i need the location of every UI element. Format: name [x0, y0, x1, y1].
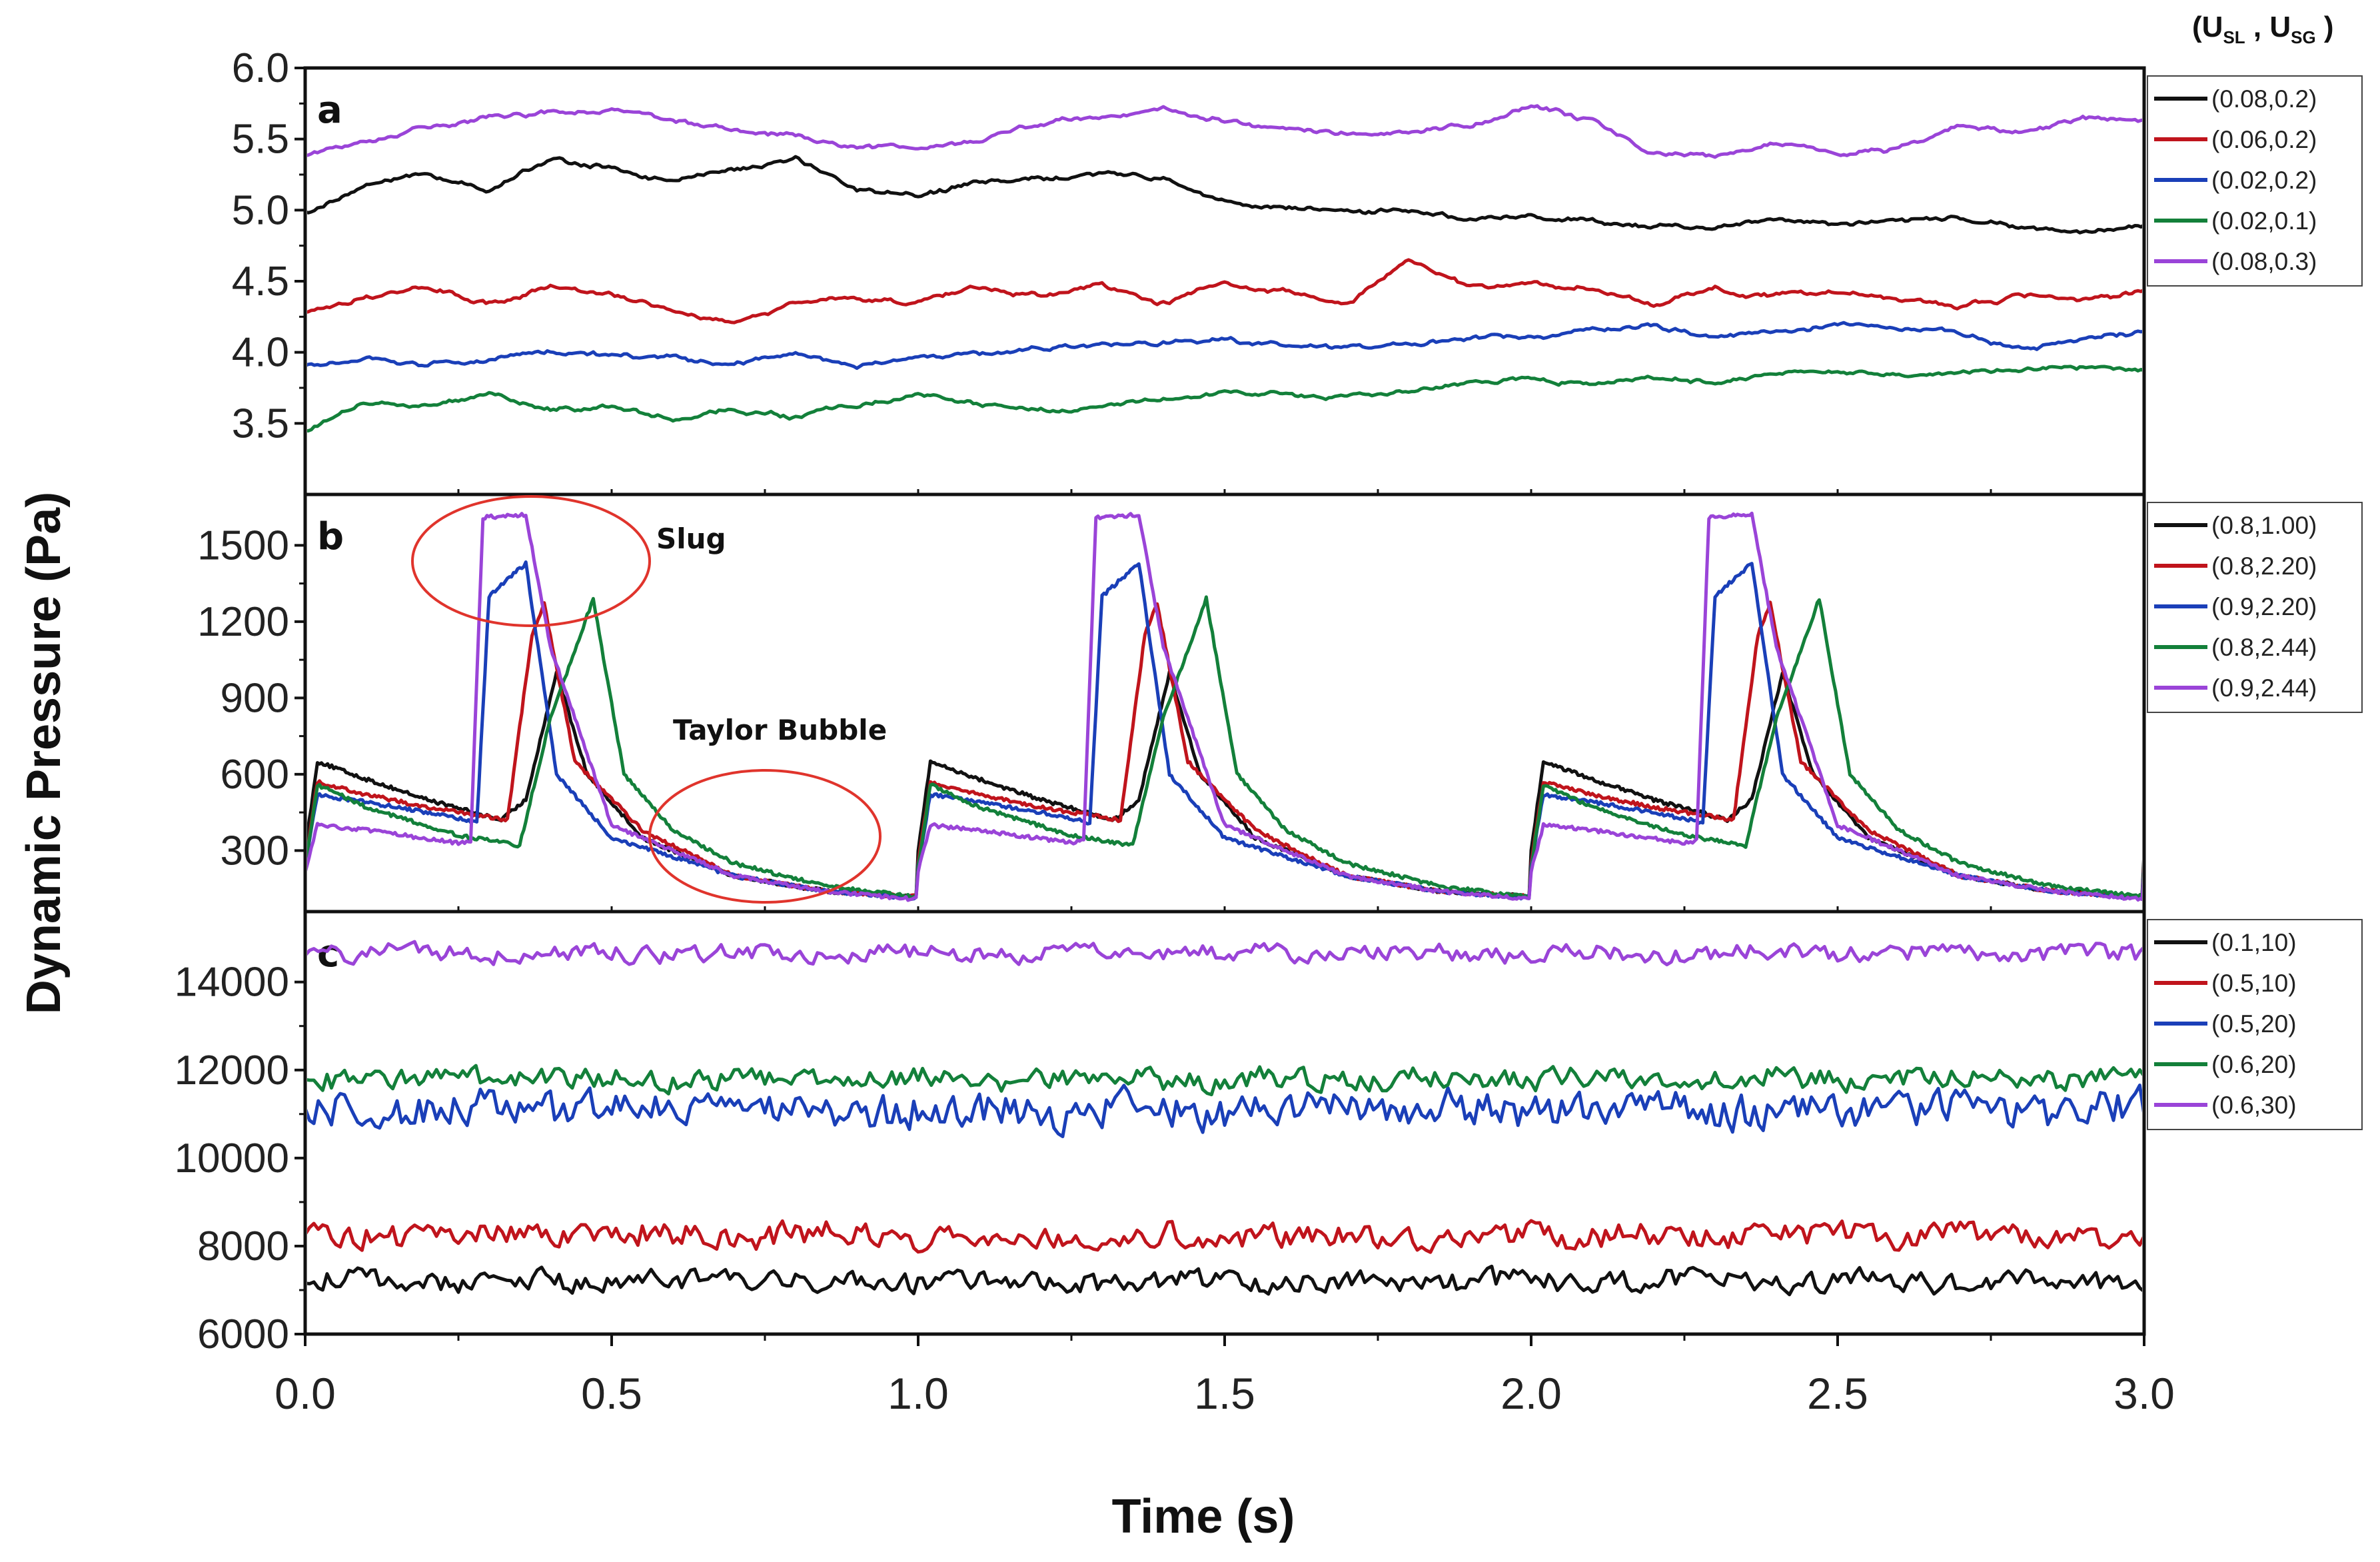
- legend-entry: (0.5,10): [2211, 970, 2297, 997]
- legend-entry: (0.02,0.2): [2211, 167, 2317, 194]
- legend-entry: (0.9,2.44): [2211, 674, 2317, 702]
- legend-entry: (0.9,2.20): [2211, 593, 2317, 620]
- y-tick-label: 12000: [175, 1048, 289, 1094]
- series-line-b-4: [307, 511, 2142, 902]
- y-tick-label: 6000: [197, 1311, 289, 1357]
- x-tick-label: 1.5: [1194, 1369, 1255, 1418]
- x-tick-label: 0.0: [275, 1369, 336, 1418]
- x-axis: 0.0 0.5 1.0 1.5 2.0 2.5 3.0: [275, 489, 2175, 1418]
- y-tick-label: 900: [221, 675, 289, 721]
- legend-entry: (0.06,0.2): [2211, 126, 2317, 153]
- series-line-b-1: [307, 600, 2142, 900]
- legend-entry: (0.8,1.00): [2211, 512, 2317, 539]
- legend-entry: (0.6,30): [2211, 1092, 2297, 1119]
- taylor-bubble-ellipse: [648, 769, 882, 904]
- series-line-a-1: [307, 258, 2142, 325]
- panel-label-b: b: [317, 515, 344, 558]
- y-tick-label: 5.5: [232, 117, 289, 163]
- y-tick-label: 3.5: [232, 400, 289, 446]
- panel-b: 1500 1200 900 600 300 b (0.8,1.00) (0.8,2.20) (0…: [197, 492, 2363, 914]
- panel-label-a: a: [317, 89, 342, 132]
- x-tick-label: 0.5: [581, 1369, 642, 1418]
- y-tick-label: 4.5: [232, 259, 289, 305]
- series-line-a-3: [307, 365, 2142, 432]
- y-tick-label: 4.0: [232, 330, 289, 376]
- series-line-c-0: [307, 1264, 2142, 1297]
- legend-entry: (0.8,2.20): [2211, 552, 2317, 580]
- legend-entry: (0.1,10): [2211, 929, 2297, 956]
- series-line-b-3: [307, 595, 2142, 900]
- y-tick-label: 1500: [197, 522, 289, 568]
- y-tick-label: 1200: [197, 599, 289, 645]
- legend-title: (USL , USG ): [2192, 11, 2334, 47]
- y-tick-label: 300: [221, 828, 289, 874]
- legend-entry: (0.02,0.1): [2211, 207, 2317, 235]
- series-line-c-4: [307, 940, 2142, 967]
- y-axis-title: Dynamic Pressure (Pa): [17, 492, 71, 1014]
- taylor-bubble-label: Taylor Bubble: [673, 714, 887, 746]
- series-line-c-3: [307, 1064, 2142, 1097]
- y-tick-label: 5.0: [232, 187, 289, 233]
- series-line-a-0: [307, 155, 2142, 235]
- series-line-a-2: [307, 321, 2142, 371]
- series-line-b-2: [307, 560, 2142, 901]
- series-line-c-2: [307, 1084, 2142, 1138]
- y-tick-label: 600: [221, 752, 289, 798]
- legend-entry: (0.6,20): [2211, 1051, 2297, 1078]
- legend-entry: (0.8,2.44): [2211, 634, 2317, 661]
- legend-entry: (0.08,0.3): [2211, 248, 2317, 275]
- series-line-a-4: [307, 104, 2142, 159]
- x-tick-label: 1.0: [888, 1369, 949, 1418]
- y-tick-label: 14000: [175, 960, 289, 1006]
- y-tick-label: 6.0: [232, 45, 289, 91]
- x-tick-label: 2.0: [1500, 1369, 1562, 1418]
- legend-entry: (0.5,20): [2211, 1010, 2297, 1038]
- y-tick-label: 8000: [197, 1223, 289, 1269]
- y-tick-label: 10000: [175, 1136, 289, 1181]
- x-axis-title: Time (s): [1112, 1490, 1295, 1543]
- panel-c: 14000 12000 10000 8000 6000 c (0.1,10) (0.5,10)…: [175, 910, 2363, 1357]
- x-tick-label: 2.5: [1807, 1369, 1868, 1418]
- series-line-c-1: [307, 1219, 2142, 1254]
- panel-a: 6.0 5.5 5.0 4.5 4.0 3.5 a (0.08,0.2) (0.06,0.2) (…: [232, 45, 2363, 496]
- legend-entry: (0.08,0.2): [2211, 85, 2317, 113]
- slug-label: Slug: [656, 522, 726, 555]
- x-tick-label: 3.0: [2113, 1369, 2175, 1418]
- panel-label-c: c: [317, 932, 339, 976]
- slug-ellipse: [411, 495, 651, 627]
